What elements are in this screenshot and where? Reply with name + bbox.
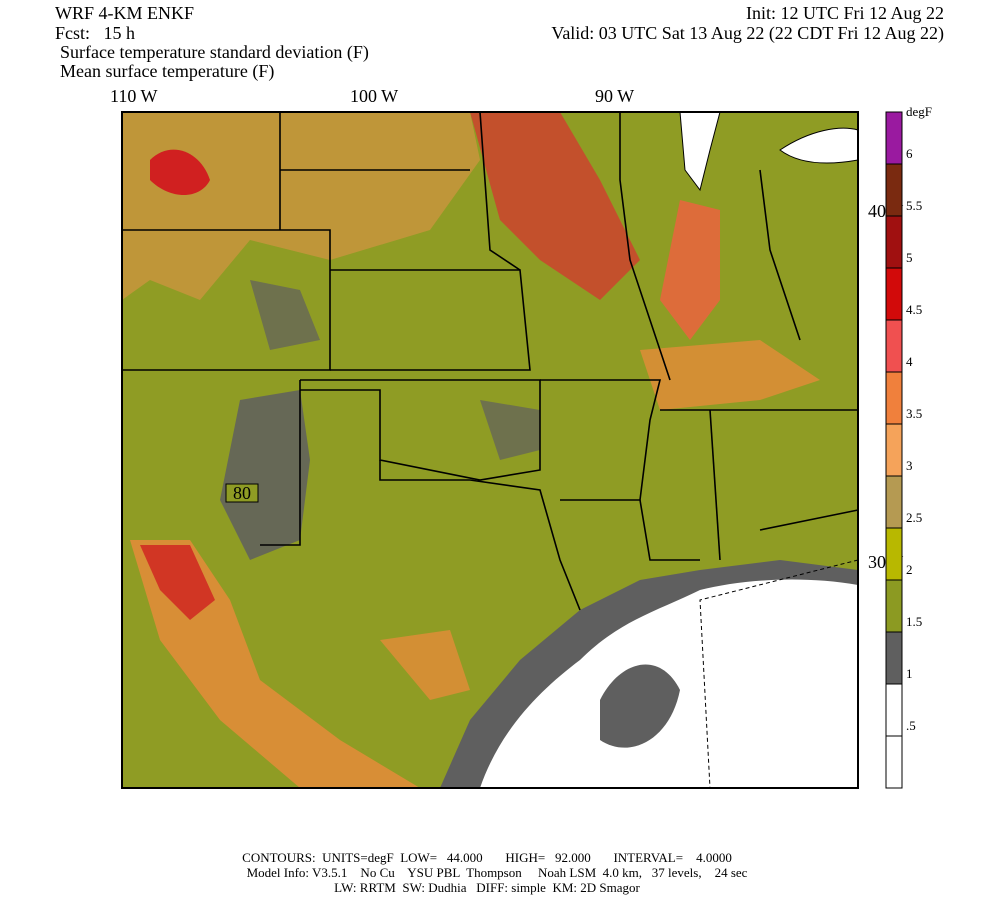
colorbar-segment [886, 164, 902, 216]
field-area [660, 200, 720, 340]
field-area [250, 280, 320, 350]
colorbar-segment [886, 268, 902, 320]
lon-label: 100 W [350, 86, 398, 106]
colorbar-segment [886, 684, 902, 736]
colorbar-segment [886, 216, 902, 268]
colorbar-segment [886, 632, 902, 684]
colorbar-segment [886, 580, 902, 632]
colorbar-tick-label: 3 [906, 458, 913, 473]
colorbar-tick-label: 1.5 [906, 614, 922, 629]
footer-line: CONTOURS: UNITS=degF LOW= 44.000 HIGH= 9… [242, 850, 732, 865]
footer-line: LW: RRTM SW: Dudhia DIFF: simple KM: 2D … [334, 880, 640, 895]
state-borders [122, 111, 859, 611]
colorbar-tick-label: 5 [906, 250, 913, 265]
colorbar-tick-label: 4 [906, 354, 913, 369]
colorbar-tick-label: 2.5 [906, 510, 922, 525]
colorbar-tick-label: 5.5 [906, 198, 922, 213]
contour-label-box [225, 483, 259, 503]
field-area [150, 149, 210, 195]
colorbar-unit: degF [906, 104, 932, 119]
colorbar-segment [886, 112, 902, 164]
field-area [600, 664, 680, 748]
lon-label: 90 W [595, 86, 634, 106]
colorbar-tick-label: .5 [906, 718, 916, 733]
colorbar-segment [886, 528, 902, 580]
valid-time: Valid: 03 UTC Sat 13 Aug 22 (22 CDT Fri … [551, 23, 944, 44]
colorbar-tick-label: 1 [906, 666, 913, 681]
boundary [699, 559, 859, 789]
model-name: WRF 4-KM ENKF [55, 3, 194, 23]
field-name: Surface temperature standard deviation (… [60, 42, 369, 63]
colorbar: .5 1 1.5 2 2.5 3 3.5 4 4.5 5 5.5 6 [885, 111, 922, 789]
colorbar-segment [886, 424, 902, 476]
field-area [220, 390, 310, 560]
colorbar-segment [886, 372, 902, 424]
footer-line: Model Info: V3.5.1 No Cu YSU PBL Thompso… [247, 865, 748, 880]
init-time: Init: 12 UTC Fri 12 Aug 22 [746, 3, 944, 23]
colorbar-tick-label: 2 [906, 562, 913, 577]
contour-label: 80 [233, 483, 251, 503]
field-area [640, 340, 820, 410]
field-area [140, 545, 215, 620]
field-area [480, 400, 540, 460]
field-area [470, 112, 640, 300]
field-name: Mean surface temperature (F) [60, 61, 274, 82]
lon-label: 110 W [110, 86, 158, 106]
colorbar-tick-label: 6 [906, 146, 913, 161]
colorbar-segment [886, 736, 902, 788]
field-area [380, 630, 470, 700]
colorbar-segment [886, 320, 902, 372]
map-frame [121, 111, 859, 789]
colorbar-tick-label: 3.5 [906, 406, 922, 421]
map: 80 [121, 111, 859, 789]
colorbar-frame [885, 111, 903, 789]
colorbar-tick-label: 4.5 [906, 302, 922, 317]
colorbar-segment [886, 476, 902, 528]
field-area [122, 112, 480, 300]
forecast-hour: Fcst: 15 h [55, 23, 135, 43]
